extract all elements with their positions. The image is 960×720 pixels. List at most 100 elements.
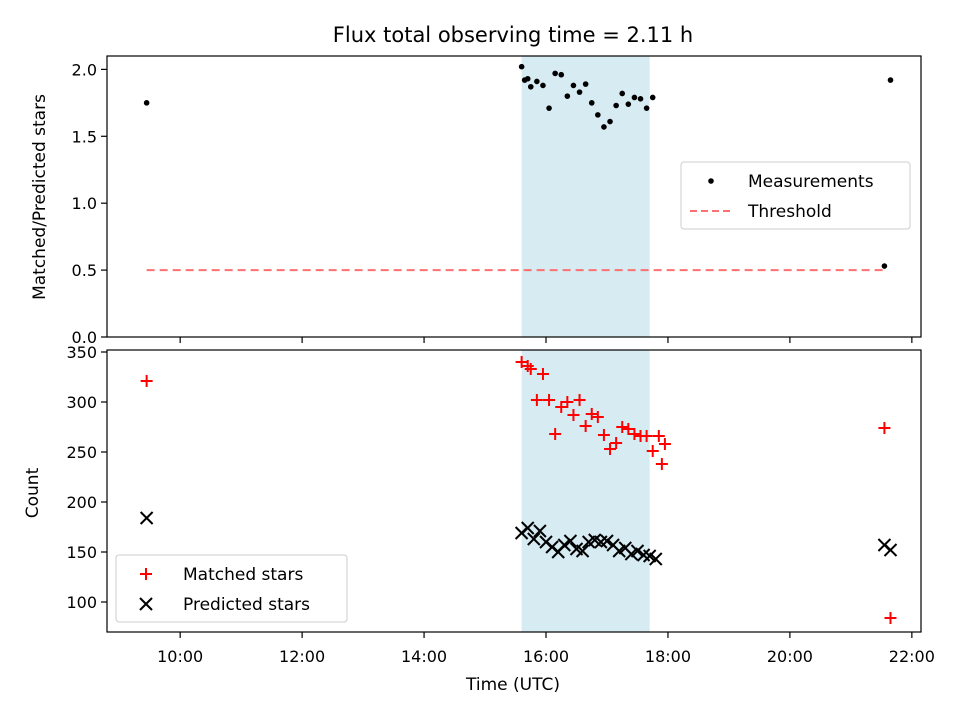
ratio-y-axis: 0.0 0.5 1.0 1.5 2.0 (72, 60, 107, 347)
measurement-point (518, 63, 525, 70)
y-tick-label: 2.0 (72, 60, 97, 79)
y-tick-label: 150 (66, 543, 97, 562)
ratio-x-ticks (179, 337, 913, 343)
predicted-star-point (139, 511, 154, 525)
y-tick-label: 250 (66, 443, 97, 462)
x-tick-label: 14:00 (401, 647, 447, 666)
matched-star-point (610, 437, 623, 449)
matched-star-point (524, 363, 537, 375)
count-y-axis: 100 150 200 250 300 350 (66, 343, 107, 612)
count-panel: 100 150 200 250 300 350 10:00 12:00 14:00 16:00 1… (23, 343, 935, 695)
ratio-panel: 0.00.51.01.52.0 Matched/Predicted stars … (30, 55, 922, 347)
x-axis-label: Time (UTC) (465, 675, 560, 695)
x-tick-label: 10:00 (157, 647, 203, 666)
legend-measurements-label: Measurements (748, 172, 874, 192)
measurement-point (564, 93, 571, 99)
predicted-star-point (533, 524, 547, 538)
measurement-point (601, 124, 607, 130)
measurement-point (631, 94, 638, 101)
measurement-point (643, 105, 650, 111)
y-tick-label: 300 (66, 393, 97, 412)
measurement-point (637, 96, 644, 102)
y-tick-label: 1.5 (72, 127, 97, 146)
measurement-point (524, 75, 531, 82)
measurement-point (588, 100, 595, 106)
x-tick-label: 20:00 (767, 647, 813, 666)
matched-star-point (530, 394, 543, 406)
x-tick-label: 16:00 (523, 647, 569, 666)
matched-star-point (561, 396, 574, 408)
x-tick-label: 18:00 (645, 647, 691, 666)
x-tick-label: 22:00 (889, 647, 935, 666)
matched-star-point (616, 421, 629, 433)
measurement-point (595, 112, 601, 118)
legend-measurements-marker (708, 178, 714, 184)
matched-star-point (543, 394, 556, 406)
legend-threshold-label: Threshold (747, 202, 832, 222)
ratio-shaded-span (521, 56, 650, 337)
matched-star-point (640, 430, 653, 442)
predicted-star-point (521, 521, 535, 535)
measurement-point (619, 90, 626, 97)
matched-star-point (884, 612, 897, 624)
matched-star-point (579, 420, 592, 432)
predicted-star-point (575, 544, 590, 558)
legend-predicted-marker (139, 597, 153, 611)
matched-star-point (591, 411, 604, 423)
legend-matched-marker (140, 568, 152, 580)
legend-predicted-label: Predicted stars (183, 595, 310, 615)
ratio-legend-box (680, 161, 911, 230)
predicted-star-point (527, 532, 541, 546)
ratio-plot-frame (106, 55, 922, 338)
measurement-point (649, 94, 656, 101)
measurement-point (143, 100, 150, 106)
matched-star-point (555, 401, 568, 413)
matched-star-point (549, 428, 562, 440)
predicted-star-point (649, 552, 663, 566)
y-tick-label: 0.0 (72, 328, 97, 347)
count-legend: Matched stars Predicted stars (115, 554, 348, 623)
matched-star-point (646, 445, 659, 457)
predicted-star-point (563, 534, 578, 548)
y-tick-label: 1.0 (72, 194, 97, 213)
measurement-point (582, 81, 589, 87)
measurement-point (546, 105, 552, 111)
matched-star-point (652, 430, 665, 442)
measurement-point (613, 102, 619, 109)
measurement-point (881, 263, 888, 269)
count-plot-frame (106, 349, 922, 633)
measurement-point (534, 78, 540, 85)
count-y-label: Count (23, 467, 43, 518)
y-tick-label: 200 (66, 493, 97, 512)
matched-star-point (655, 458, 668, 470)
measurement-point (887, 77, 894, 83)
y-tick-label: 100 (66, 593, 97, 612)
measurement-point (576, 89, 583, 95)
matched-star-point (515, 356, 528, 368)
matched-star-point (622, 423, 635, 435)
y-tick-label: 0.5 (72, 261, 97, 280)
matched-star-point (567, 409, 580, 421)
measurement-point (552, 70, 558, 77)
measurement-point (607, 118, 613, 125)
predicted-star-point (630, 544, 645, 558)
measurement-point (540, 82, 546, 89)
x-tick-label: 12:00 (279, 647, 325, 666)
ratio-legend: Measurements Threshold (680, 161, 911, 230)
matched-star-point (878, 422, 891, 434)
ratio-marks (143, 63, 894, 272)
count-legend-box (115, 554, 348, 623)
matched-star-point (604, 443, 617, 455)
matched-star-point (536, 368, 549, 380)
matched-star-point (573, 394, 586, 406)
matched-star-point (658, 438, 671, 450)
chart-title: Flux total observing time = 2.11 h (333, 23, 693, 47)
measurement-point (527, 83, 534, 90)
measurement-point (625, 101, 632, 107)
matched-star-point (140, 375, 153, 387)
matched-star-point (597, 429, 610, 441)
count-shaded-span (521, 350, 650, 632)
matched-star-point (628, 428, 641, 440)
y-tick-label: 350 (66, 343, 97, 362)
